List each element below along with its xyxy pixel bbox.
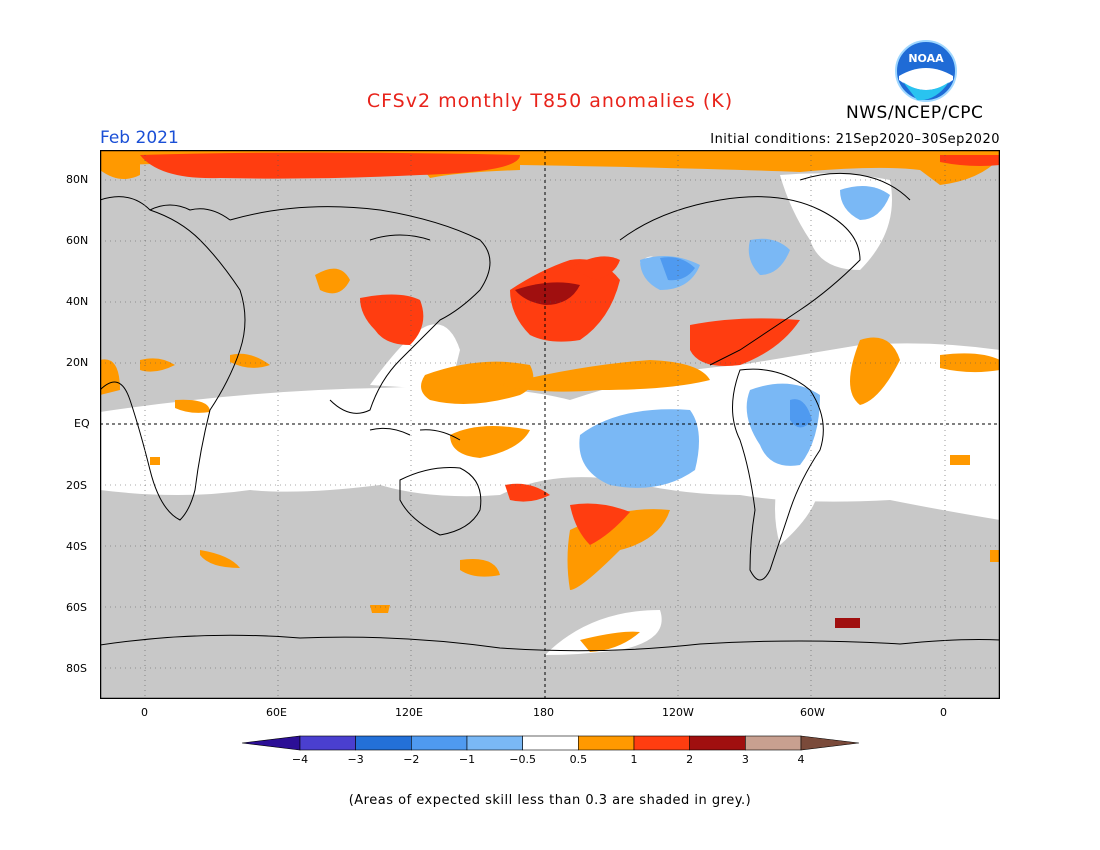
anomaly-map	[100, 150, 1000, 699]
legend-tick-label: 0.5	[570, 753, 588, 766]
legend-swatch	[578, 735, 635, 751]
agency-label: NWS/NCEP/CPC	[846, 103, 984, 123]
skill-footnote: (Areas of expected skill less than 0.3 a…	[348, 793, 752, 808]
graticule	[100, 150, 1000, 699]
legend-swatches	[241, 735, 860, 751]
lon-label-60w: 60W	[800, 706, 825, 719]
lon-label-60e: 60E	[266, 706, 287, 719]
legend-swatch	[466, 735, 523, 751]
color-legend: −4 −3 −2 −1 −0.5 0.5 1 2 3 4	[241, 735, 860, 766]
legend-swatch	[745, 735, 802, 751]
legend-swatch-below-min	[241, 735, 301, 751]
legend-tick-label: −1	[459, 753, 475, 766]
chart-title: CFSv2 monthly T850 anomalies (K)	[366, 90, 734, 112]
lat-label-20s: 20S	[66, 479, 87, 492]
map-border	[100, 150, 1000, 699]
lon-label-0: 0	[141, 706, 148, 719]
legend-swatch-above-max	[800, 735, 860, 751]
lat-label-80s: 80S	[66, 662, 87, 675]
legend-swatch	[522, 735, 579, 751]
legend-tick-label: 4	[798, 753, 805, 766]
legend-tick-label: 2	[686, 753, 693, 766]
lon-label-120w: 120W	[662, 706, 694, 719]
lat-label-60s: 60S	[66, 601, 87, 614]
legend-tick-label: −3	[348, 753, 364, 766]
lat-label-80n: 80N	[66, 173, 89, 186]
logo-text: NOAA	[908, 52, 944, 65]
anomaly-neg1-neg2	[660, 257, 812, 428]
legend-swatch	[633, 735, 690, 751]
noaa-logo: NOAA	[895, 40, 957, 102]
forecast-month: Feb 2021	[100, 128, 179, 148]
lon-label-0-east: 0	[940, 706, 947, 719]
legend-swatch	[299, 735, 356, 751]
legend-tick-label: −0.5	[509, 753, 536, 766]
legend-tick-label: 3	[742, 753, 749, 766]
lat-label-eq: EQ	[74, 417, 90, 430]
initial-conditions: Initial conditions: 21Sep2020–30Sep2020	[710, 132, 1000, 147]
lon-label-180: 180	[533, 706, 554, 719]
legend-swatch	[411, 735, 468, 751]
legend-swatch	[689, 735, 746, 751]
coastlines	[100, 172, 1000, 652]
lat-label-20n: 20N	[66, 356, 89, 369]
legend-tick-label: 1	[631, 753, 638, 766]
legend-tick-label: −2	[403, 753, 419, 766]
anomaly-2-3	[515, 282, 860, 628]
lat-label-40n: 40N	[66, 295, 89, 308]
lat-label-60n: 60N	[66, 234, 89, 247]
lon-label-120e: 120E	[395, 706, 423, 719]
legend-tick-label: −4	[292, 753, 308, 766]
anomaly-1-2	[140, 152, 1000, 545]
lat-label-40s: 40S	[66, 540, 87, 553]
legend-swatch	[355, 735, 412, 751]
legend-ticks: −4 −3 −2 −1 −0.5 0.5 1 2 3 4	[292, 753, 805, 766]
